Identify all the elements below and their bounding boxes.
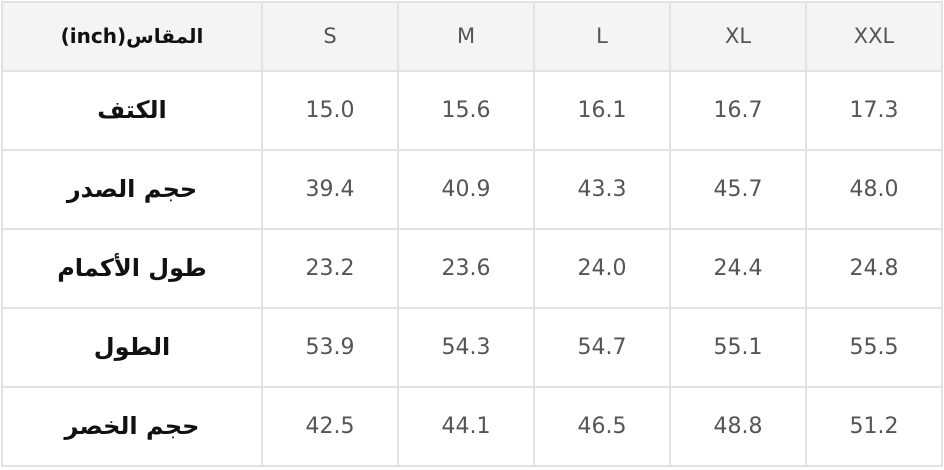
table-row: حجم الخصر 42.5 44.1 46.5 48.8 51.2 [1,385,943,468]
row-label: الكتف [1,69,263,151]
table-cell: 48.0 [805,148,943,230]
row-label: حجم الخصر [1,385,263,468]
table-cell: 23.2 [261,227,399,309]
table-cell: 51.2 [805,385,943,468]
header-cell: XXL [805,1,943,72]
table-cell: 54.3 [397,306,535,388]
table-cell: 55.1 [669,306,807,388]
table-cell: 24.8 [805,227,943,309]
table-row: حجم الصدر 39.4 40.9 43.3 45.7 48.0 [1,148,943,230]
row-label: الطول [1,306,263,388]
table-cell: 45.7 [669,148,807,230]
table-cell: 24.0 [533,227,671,309]
table-cell: 40.9 [397,148,535,230]
header-cell: M [397,1,535,72]
table-row: طول الأكمام 23.2 23.6 24.0 24.4 24.8 [1,227,943,309]
table-cell: 15.6 [397,69,535,151]
header-cell: S [261,1,399,72]
table-cell: 15.0 [261,69,399,151]
table-cell: 23.6 [397,227,535,309]
table-cell: 24.4 [669,227,807,309]
header-cell: L [533,1,671,72]
table-cell: 17.3 [805,69,943,151]
row-label: طول الأكمام [1,227,263,309]
table-cell: 53.9 [261,306,399,388]
header-cell: المقاس(inch) [1,1,263,72]
table-cell: 54.7 [533,306,671,388]
table-cell: 16.1 [533,69,671,151]
table-cell: 16.7 [669,69,807,151]
table-cell: 55.5 [805,306,943,388]
table-cell: 42.5 [261,385,399,468]
table-row: الطول 53.9 54.3 54.7 55.1 55.5 [1,306,943,388]
header-cell: XL [669,1,807,72]
table-cell: 39.4 [261,148,399,230]
header-row: المقاس(inch) S M L XL XXL [1,1,943,72]
table-cell: 48.8 [669,385,807,468]
table-cell: 46.5 [533,385,671,468]
table-cell: 43.3 [533,148,671,230]
table-cell: 44.1 [397,385,535,468]
table-row: الكتف 15.0 15.6 16.1 16.7 17.3 [1,69,943,151]
row-label: حجم الصدر [1,148,263,230]
